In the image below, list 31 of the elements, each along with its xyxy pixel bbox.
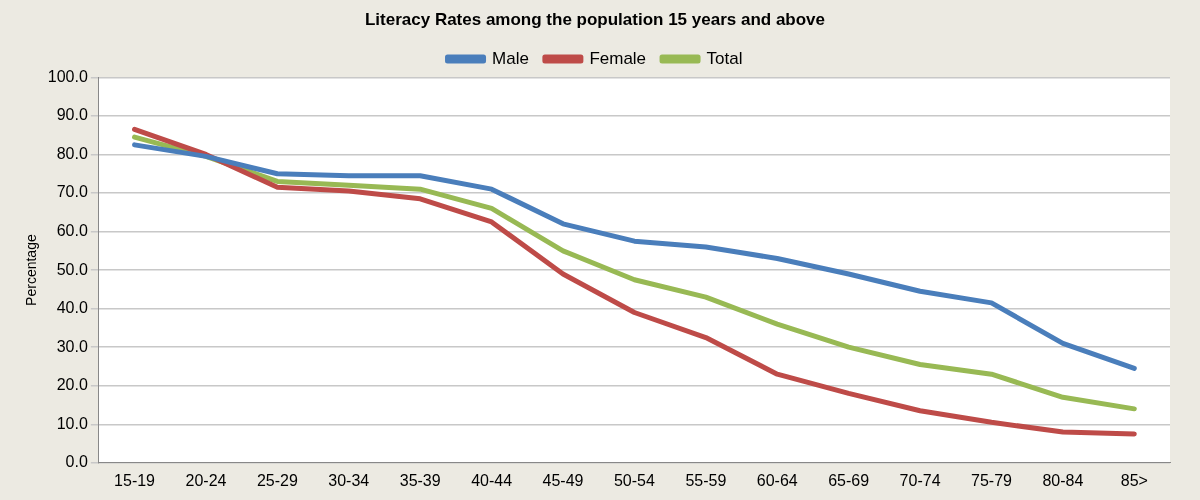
y-tick-label: 0.0 [65, 453, 88, 471]
y-axis-title: Percentage [23, 234, 40, 306]
x-tick-label: 85> [1120, 471, 1148, 489]
y-tick-label: 10.0 [56, 414, 88, 432]
x-tick-label: 45-49 [542, 471, 584, 489]
x-tick-label: 30-34 [328, 471, 370, 489]
y-tick-label: 60.0 [56, 221, 88, 239]
legend-label: Female [589, 48, 647, 68]
x-tick-label: 60-64 [756, 471, 798, 489]
x-tick-label: 15-19 [114, 471, 156, 489]
y-tick-label: 30.0 [56, 337, 88, 355]
y-tick-label: 20.0 [56, 376, 88, 394]
x-tick-label: 75-79 [971, 471, 1013, 489]
y-tick-label: 50.0 [56, 260, 88, 278]
x-tick-label: 50-54 [613, 471, 655, 489]
y-tick-label: 40.0 [56, 299, 88, 317]
legend-label: Total [706, 48, 743, 68]
y-tick-label: 80.0 [56, 144, 88, 162]
y-tick-label: 90.0 [56, 106, 88, 124]
y-tick-label: 70.0 [56, 183, 88, 201]
x-tick-label: 55-59 [685, 471, 727, 489]
x-tick-label: 70-74 [899, 471, 941, 489]
x-tick-label: 25-29 [256, 471, 298, 489]
x-tick-label: 65-69 [828, 471, 870, 489]
x-tick-label: 35-39 [399, 471, 441, 489]
x-tick-label: 80-84 [1042, 471, 1084, 489]
chart-title: Literacy Rates among the population 15 years and above [364, 9, 826, 29]
x-tick-label: 20-24 [185, 471, 227, 489]
y-tick-label: 100.0 [47, 67, 88, 85]
x-tick-label: 40-44 [471, 471, 513, 489]
legend-label: Male [492, 48, 529, 68]
